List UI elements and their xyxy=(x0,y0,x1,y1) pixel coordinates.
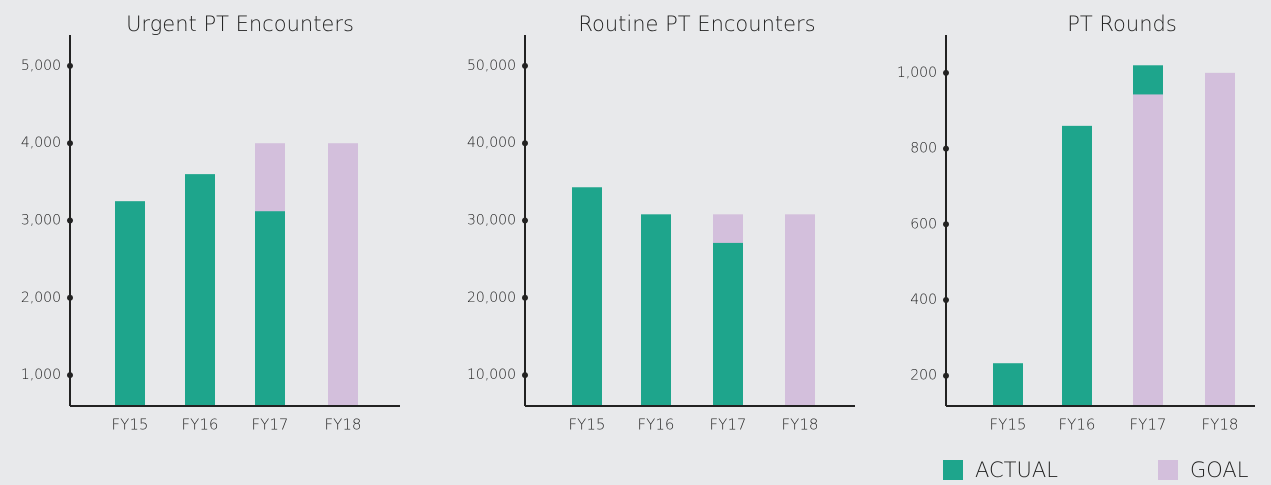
y-tick-label: 1,000 xyxy=(21,367,61,383)
y-tick-label: 2,000 xyxy=(21,290,61,306)
legend-label: GOAL xyxy=(1190,458,1249,482)
x-tick-label: FY17 xyxy=(252,416,289,434)
x-tick-label: FY16 xyxy=(182,416,219,434)
x-tick-label: FY18 xyxy=(325,416,362,434)
y-tick-label: 800 xyxy=(910,141,937,157)
tick-mark xyxy=(522,140,528,147)
chart-title: PT Rounds xyxy=(1067,12,1177,36)
y-tick-label: 3,000 xyxy=(21,213,61,229)
bar xyxy=(641,214,671,406)
bar xyxy=(255,211,285,406)
bar xyxy=(572,187,602,406)
chart-title: Routine PT Encounters xyxy=(578,12,815,36)
y-tick-label: 400 xyxy=(910,292,937,308)
y-tick-label: 5,000 xyxy=(21,58,61,74)
tick-mark xyxy=(522,62,528,69)
y-tick-label: 4,000 xyxy=(21,135,61,151)
bar xyxy=(1062,125,1092,406)
tick-mark xyxy=(943,69,949,76)
bar xyxy=(1205,72,1235,406)
tick-mark xyxy=(522,372,528,379)
tick-mark xyxy=(67,294,73,301)
x-tick-label: FY16 xyxy=(638,416,675,434)
bar xyxy=(115,201,145,406)
bar xyxy=(1133,94,1163,406)
y-tick-label: 1,000 xyxy=(897,65,937,81)
chart-title: Urgent PT Encounters xyxy=(126,12,354,36)
y-tick-label: 200 xyxy=(910,368,937,384)
x-tick-label: FY17 xyxy=(710,416,747,434)
x-tick-label: FY18 xyxy=(782,416,819,434)
y-tick-label: 30,000 xyxy=(467,213,516,229)
y-tick-label: 20,000 xyxy=(467,290,516,306)
y-tick-label: 40,000 xyxy=(467,135,516,151)
tick-mark xyxy=(522,294,528,301)
legend-swatch xyxy=(1158,460,1178,480)
x-tick-label: FY18 xyxy=(1202,416,1239,434)
legend-swatch xyxy=(943,460,963,480)
y-tick-label: 10,000 xyxy=(467,367,516,383)
tick-mark xyxy=(943,297,949,303)
x-tick-label: FY15 xyxy=(112,416,149,434)
tick-mark xyxy=(522,217,528,224)
x-tick-label: FY15 xyxy=(990,416,1027,434)
tick-mark xyxy=(943,372,949,379)
tick-mark xyxy=(67,372,73,379)
tick-mark xyxy=(67,217,73,224)
bar xyxy=(185,174,215,406)
x-tick-label: FY17 xyxy=(1130,416,1167,434)
bar xyxy=(713,242,743,406)
tick-mark xyxy=(943,221,949,228)
x-tick-label: FY15 xyxy=(569,416,606,434)
tick-mark xyxy=(67,62,73,69)
bar xyxy=(785,214,815,406)
bar xyxy=(328,143,358,407)
y-tick-label: 50,000 xyxy=(467,58,516,74)
legend-label: ACTUAL xyxy=(975,458,1058,482)
y-tick-label: 600 xyxy=(910,216,937,232)
tick-mark xyxy=(943,145,949,152)
x-tick-label: FY16 xyxy=(1059,416,1096,434)
tick-mark xyxy=(67,140,73,147)
bar xyxy=(993,363,1023,406)
